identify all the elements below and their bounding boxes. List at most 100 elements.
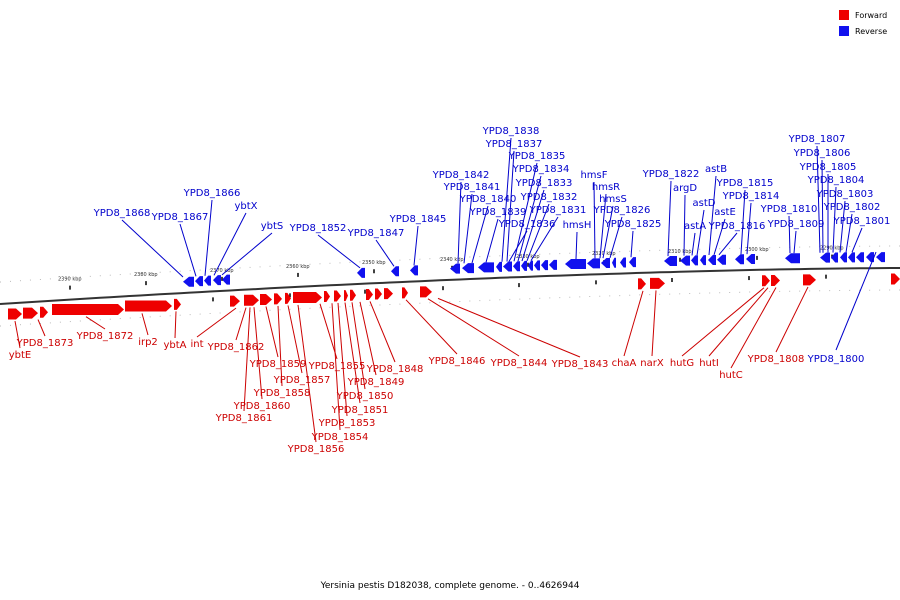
leader-line-reverse xyxy=(708,175,717,256)
scale-tick-label: 2340 kbp xyxy=(440,257,464,263)
gene-arrow-reverse xyxy=(528,260,533,271)
leader-line-forward xyxy=(14,320,21,349)
gene-arrow-reverse xyxy=(612,257,616,268)
leader-line-forward xyxy=(297,304,317,443)
leader-line-reverse xyxy=(832,186,837,253)
gene-label-forward: YPD8_1853 xyxy=(318,418,376,429)
leader-line-forward xyxy=(277,305,283,387)
gene-label-reverse: YPD8_1852 xyxy=(289,223,347,234)
gene-arrow-reverse xyxy=(664,256,677,267)
leader-line-reverse xyxy=(851,227,863,253)
gene-label-reverse: hmsS xyxy=(599,194,627,205)
leader-line-forward xyxy=(681,287,765,357)
leader-line-reverse xyxy=(317,234,361,269)
scale-tick-label: 2330 kbp xyxy=(516,254,540,260)
gene-label-reverse: YPD8_1822 xyxy=(642,169,700,180)
gene-label-reverse: YPD8_1835 xyxy=(508,151,566,162)
leader-line-forward xyxy=(359,301,377,376)
gene-label-reverse: hmsR xyxy=(592,182,620,193)
gene-label-forward: YPD8_1848 xyxy=(366,364,424,375)
scale-tick-label: 2300 kbp xyxy=(745,247,769,253)
leader-line-reverse xyxy=(526,203,550,261)
gene-arrow-forward xyxy=(650,277,665,289)
gene-arrow-reverse xyxy=(700,255,706,266)
gene-label-reverse: YPD8_1804 xyxy=(807,175,865,186)
gene-arrow-reverse xyxy=(496,261,502,272)
legend-label-reverse: Reverse xyxy=(855,27,887,36)
legend-label-forward: Forward xyxy=(855,11,887,20)
lower-guide xyxy=(0,289,900,327)
gene-label-forward: YPD8_1808 xyxy=(747,354,805,365)
leader-line-forward xyxy=(319,303,338,360)
gene-label-forward: narX xyxy=(640,358,664,369)
gene-arrow-reverse xyxy=(183,276,194,287)
gene-label-reverse: ybtS xyxy=(261,221,284,232)
leader-line-forward xyxy=(287,305,303,374)
gene-label-forward: YPD8_1856 xyxy=(287,444,345,455)
gene-label-reverse: YPD8_1810 xyxy=(760,204,818,215)
gene-arrow-forward xyxy=(366,288,373,300)
gene-label-reverse: YPD8_1805 xyxy=(799,162,857,173)
leader-line-reverse xyxy=(593,181,596,259)
leader-line-reverse xyxy=(213,212,247,276)
gene-arrow-reverse xyxy=(691,255,698,266)
leader-line-forward xyxy=(196,307,237,338)
leader-line-reverse xyxy=(602,205,614,259)
leader-line-reverse xyxy=(740,189,746,255)
gene-label-reverse: YPD8_1842 xyxy=(432,170,490,181)
leader-line-forward xyxy=(265,306,279,358)
gene-arrow-reverse xyxy=(629,257,636,268)
gene-label-forward: YPD8_1854 xyxy=(311,432,369,443)
gene-label-reverse: YPD8_1816 xyxy=(708,221,766,232)
gene-arrow-reverse xyxy=(587,258,600,269)
gene-arrow-forward xyxy=(285,292,291,304)
gene-label-forward: YPD8_1844 xyxy=(490,358,548,369)
leader-line-reverse xyxy=(609,216,623,259)
leader-line-reverse xyxy=(788,215,791,254)
gene-arrow-reverse xyxy=(391,266,399,277)
gene-arrow-forward xyxy=(293,291,322,303)
scale-tick-label: 2360 kbp xyxy=(286,264,310,270)
gene-label-reverse: YPD8_1841 xyxy=(443,182,501,193)
gene-label-reverse: hmsH xyxy=(563,220,592,231)
leader-line-forward xyxy=(174,311,177,339)
gene-label-reverse: YPD8_1833 xyxy=(515,178,573,189)
gene-arrow-forward xyxy=(52,304,124,316)
leader-line-forward xyxy=(437,297,581,358)
leader-line-reverse xyxy=(793,230,797,254)
leader-line-forward xyxy=(331,303,341,431)
gene-label-reverse: YPD8_1867 xyxy=(151,212,209,223)
gene-label-forward: YPD8_1861 xyxy=(215,413,273,424)
leader-line-reverse xyxy=(575,231,578,260)
leader-line-reverse xyxy=(718,232,738,256)
leader-line-reverse xyxy=(221,232,273,276)
gene-arrow-reverse xyxy=(856,252,864,263)
backbone-layer xyxy=(0,245,900,327)
gene-arrow-forward xyxy=(324,290,330,302)
leader-line-reverse xyxy=(463,193,473,264)
leader-line-reverse xyxy=(816,145,821,253)
gene-arrow-reverse xyxy=(848,252,855,263)
gene-arrow-reverse xyxy=(213,275,221,286)
scale-tick-label: 2390 kbp xyxy=(58,277,82,283)
gene-arrow-reverse xyxy=(680,255,690,266)
gene-arrow-forward xyxy=(274,293,282,305)
gene-label-forward: YPD8_1859 xyxy=(249,359,307,370)
gene-label-forward: chaA xyxy=(612,358,637,369)
gene-label-reverse: hmsF xyxy=(580,170,607,181)
gene-label-reverse: YPD8_1807 xyxy=(788,134,846,145)
gene-label-forward: YPD8_1850 xyxy=(336,391,394,402)
gene-arrow-reverse xyxy=(876,252,885,263)
leader-line-forward xyxy=(405,299,458,355)
leader-line-reverse xyxy=(630,230,634,258)
label-leaders xyxy=(14,137,877,443)
gene-label-reverse: YPD8_1815 xyxy=(716,178,774,189)
gene-label-reverse: YPD8_1801 xyxy=(833,216,891,227)
gene-arrow-forward xyxy=(375,288,382,300)
leader-line-forward xyxy=(708,287,769,357)
leader-line-forward xyxy=(369,301,396,363)
gene-arrow-reverse xyxy=(513,261,520,272)
gene-arrow-reverse xyxy=(478,262,494,273)
leader-line-reverse xyxy=(696,209,705,256)
gene-label-reverse: YPD8_1845 xyxy=(389,214,447,225)
